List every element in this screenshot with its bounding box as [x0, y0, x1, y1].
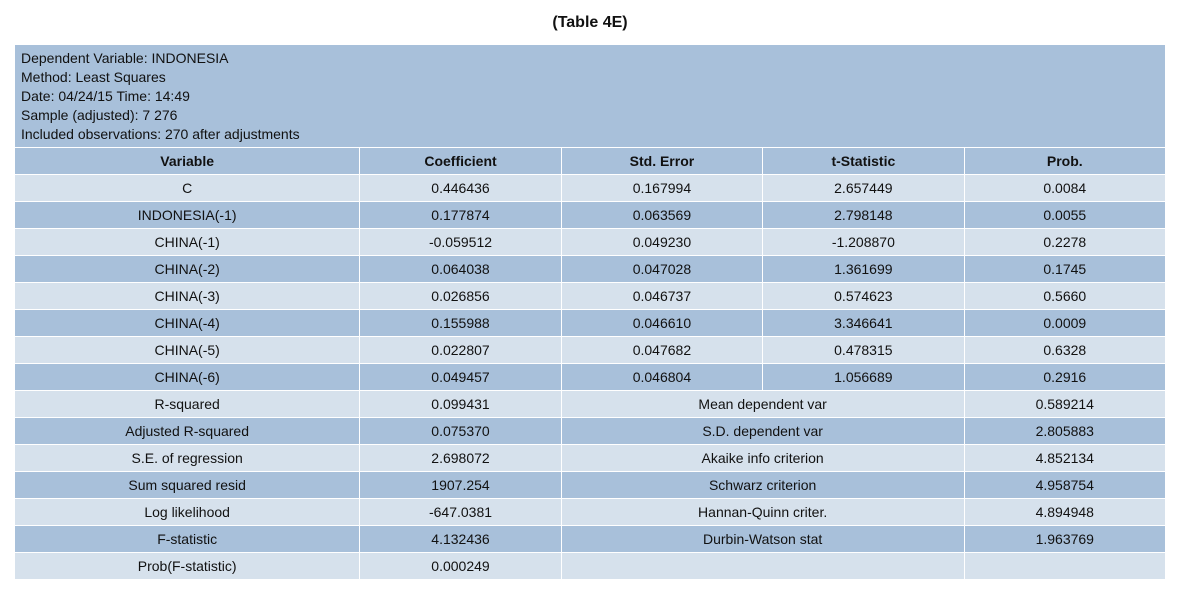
cell-value: 0.6328 [964, 337, 1165, 364]
col-header-prob: Prob. [964, 148, 1165, 175]
cell-value: 0.5660 [964, 283, 1165, 310]
meta-cell: Dependent Variable: INDONESIA Method: Le… [15, 45, 1166, 148]
stats-left-value: 0.099431 [360, 391, 561, 418]
cell-value: 0.049230 [561, 229, 762, 256]
cell-value: 2.657449 [763, 175, 964, 202]
cell-variable: C [15, 175, 360, 202]
cell-variable: CHINA(-3) [15, 283, 360, 310]
stats-left-label: R-squared [15, 391, 360, 418]
cell-variable: CHINA(-1) [15, 229, 360, 256]
cell-variable: CHINA(-2) [15, 256, 360, 283]
cell-variable: CHINA(-4) [15, 310, 360, 337]
cell-variable: CHINA(-5) [15, 337, 360, 364]
cell-value: 2.798148 [763, 202, 964, 229]
cell-value: 0.2278 [964, 229, 1165, 256]
stats-left-value: 2.698072 [360, 445, 561, 472]
cell-value: 0.047028 [561, 256, 762, 283]
stats-right-label: Schwarz criterion [561, 472, 964, 499]
coef-row: CHINA(-3)0.0268560.0467370.5746230.5660 [15, 283, 1166, 310]
stats-left-value: 4.132436 [360, 526, 561, 553]
stats-right-label: Durbin-Watson stat [561, 526, 964, 553]
stats-row: Log likelihood-647.0381Hannan-Quinn crit… [15, 499, 1166, 526]
cell-value: 0.167994 [561, 175, 762, 202]
stats-left-label: Sum squared resid [15, 472, 360, 499]
cell-value: 0.046737 [561, 283, 762, 310]
stats-row: R-squared0.099431Mean dependent var0.589… [15, 391, 1166, 418]
stats-left-value: 0.075370 [360, 418, 561, 445]
stats-row: Adjusted R-squared0.075370S.D. dependent… [15, 418, 1166, 445]
coef-row: C0.4464360.1679942.6574490.0084 [15, 175, 1166, 202]
coef-row: CHINA(-5)0.0228070.0476820.4783150.6328 [15, 337, 1166, 364]
stats-right-value: 0.589214 [964, 391, 1165, 418]
cell-value: 0.0009 [964, 310, 1165, 337]
coef-row: CHINA(-6)0.0494570.0468041.0566890.2916 [15, 364, 1166, 391]
cell-value: 0.0055 [964, 202, 1165, 229]
coef-row: CHINA(-4)0.1559880.0466103.3466410.0009 [15, 310, 1166, 337]
stats-right-value: 1.963769 [964, 526, 1165, 553]
cell-value: -0.059512 [360, 229, 561, 256]
stats-left-value: 1907.254 [360, 472, 561, 499]
stats-right-label: Akaike info criterion [561, 445, 964, 472]
stats-left-label: F-statistic [15, 526, 360, 553]
cell-value: 0.1745 [964, 256, 1165, 283]
meta-line-obs: Included observations: 270 after adjustm… [21, 125, 1159, 144]
cell-value: 0.022807 [360, 337, 561, 364]
col-header-variable: Variable [15, 148, 360, 175]
cell-value: 0.177874 [360, 202, 561, 229]
col-header-stderr: Std. Error [561, 148, 762, 175]
coef-row: INDONESIA(-1)0.1778740.0635692.7981480.0… [15, 202, 1166, 229]
cell-value: 0.2916 [964, 364, 1165, 391]
stats-row: S.E. of regression2.698072Akaike info cr… [15, 445, 1166, 472]
cell-value: 1.056689 [763, 364, 964, 391]
cell-value: 0.063569 [561, 202, 762, 229]
cell-value: 1.361699 [763, 256, 964, 283]
stats-left-label: Log likelihood [15, 499, 360, 526]
col-header-tstat: t-Statistic [763, 148, 964, 175]
stats-row: F-statistic4.132436Durbin-Watson stat1.9… [15, 526, 1166, 553]
stats-left-label: S.E. of regression [15, 445, 360, 472]
meta-line-date: Date: 04/24/15 Time: 14:49 [21, 87, 1159, 106]
cell-value: 0.0084 [964, 175, 1165, 202]
meta-block-row: Dependent Variable: INDONESIA Method: Le… [15, 45, 1166, 148]
cell-value: 0.478315 [763, 337, 964, 364]
cell-value: 0.026856 [360, 283, 561, 310]
cell-value: 0.047682 [561, 337, 762, 364]
cell-value: 0.046610 [561, 310, 762, 337]
cell-variable: CHINA(-6) [15, 364, 360, 391]
col-header-coefficient: Coefficient [360, 148, 561, 175]
stats-right-value: 4.852134 [964, 445, 1165, 472]
cell-value: -1.208870 [763, 229, 964, 256]
stats-right-label: S.D. dependent var [561, 418, 964, 445]
regression-output-table: Dependent Variable: INDONESIA Method: Le… [14, 44, 1166, 580]
cell-value: 3.346641 [763, 310, 964, 337]
stats-right-value: 2.805883 [964, 418, 1165, 445]
cell-value: 0.446436 [360, 175, 561, 202]
coef-row: CHINA(-1)-0.0595120.049230-1.2088700.227… [15, 229, 1166, 256]
stats-right-value: 4.958754 [964, 472, 1165, 499]
stats-left-value: -647.0381 [360, 499, 561, 526]
meta-line-method: Method: Least Squares [21, 68, 1159, 87]
cell-variable: INDONESIA(-1) [15, 202, 360, 229]
meta-line-sample: Sample (adjusted): 7 276 [21, 106, 1159, 125]
stats-left-label: Adjusted R-squared [15, 418, 360, 445]
cell-value: 0.046804 [561, 364, 762, 391]
stats-row: Sum squared resid1907.254Schwarz criteri… [15, 472, 1166, 499]
stats-right-value: 4.894948 [964, 499, 1165, 526]
stats-right-label: Mean dependent var [561, 391, 964, 418]
header-row: Variable Coefficient Std. Error t-Statis… [15, 148, 1166, 175]
table-title: (Table 4E) [14, 14, 1166, 32]
meta-line-dependent: Dependent Variable: INDONESIA [21, 49, 1159, 68]
cell-value: 0.049457 [360, 364, 561, 391]
coef-row: CHINA(-2)0.0640380.0470281.3616990.1745 [15, 256, 1166, 283]
cell-value: 0.064038 [360, 256, 561, 283]
cell-value: 0.574623 [763, 283, 964, 310]
cell-value: 0.155988 [360, 310, 561, 337]
stats-right-label: Hannan-Quinn criter. [561, 499, 964, 526]
